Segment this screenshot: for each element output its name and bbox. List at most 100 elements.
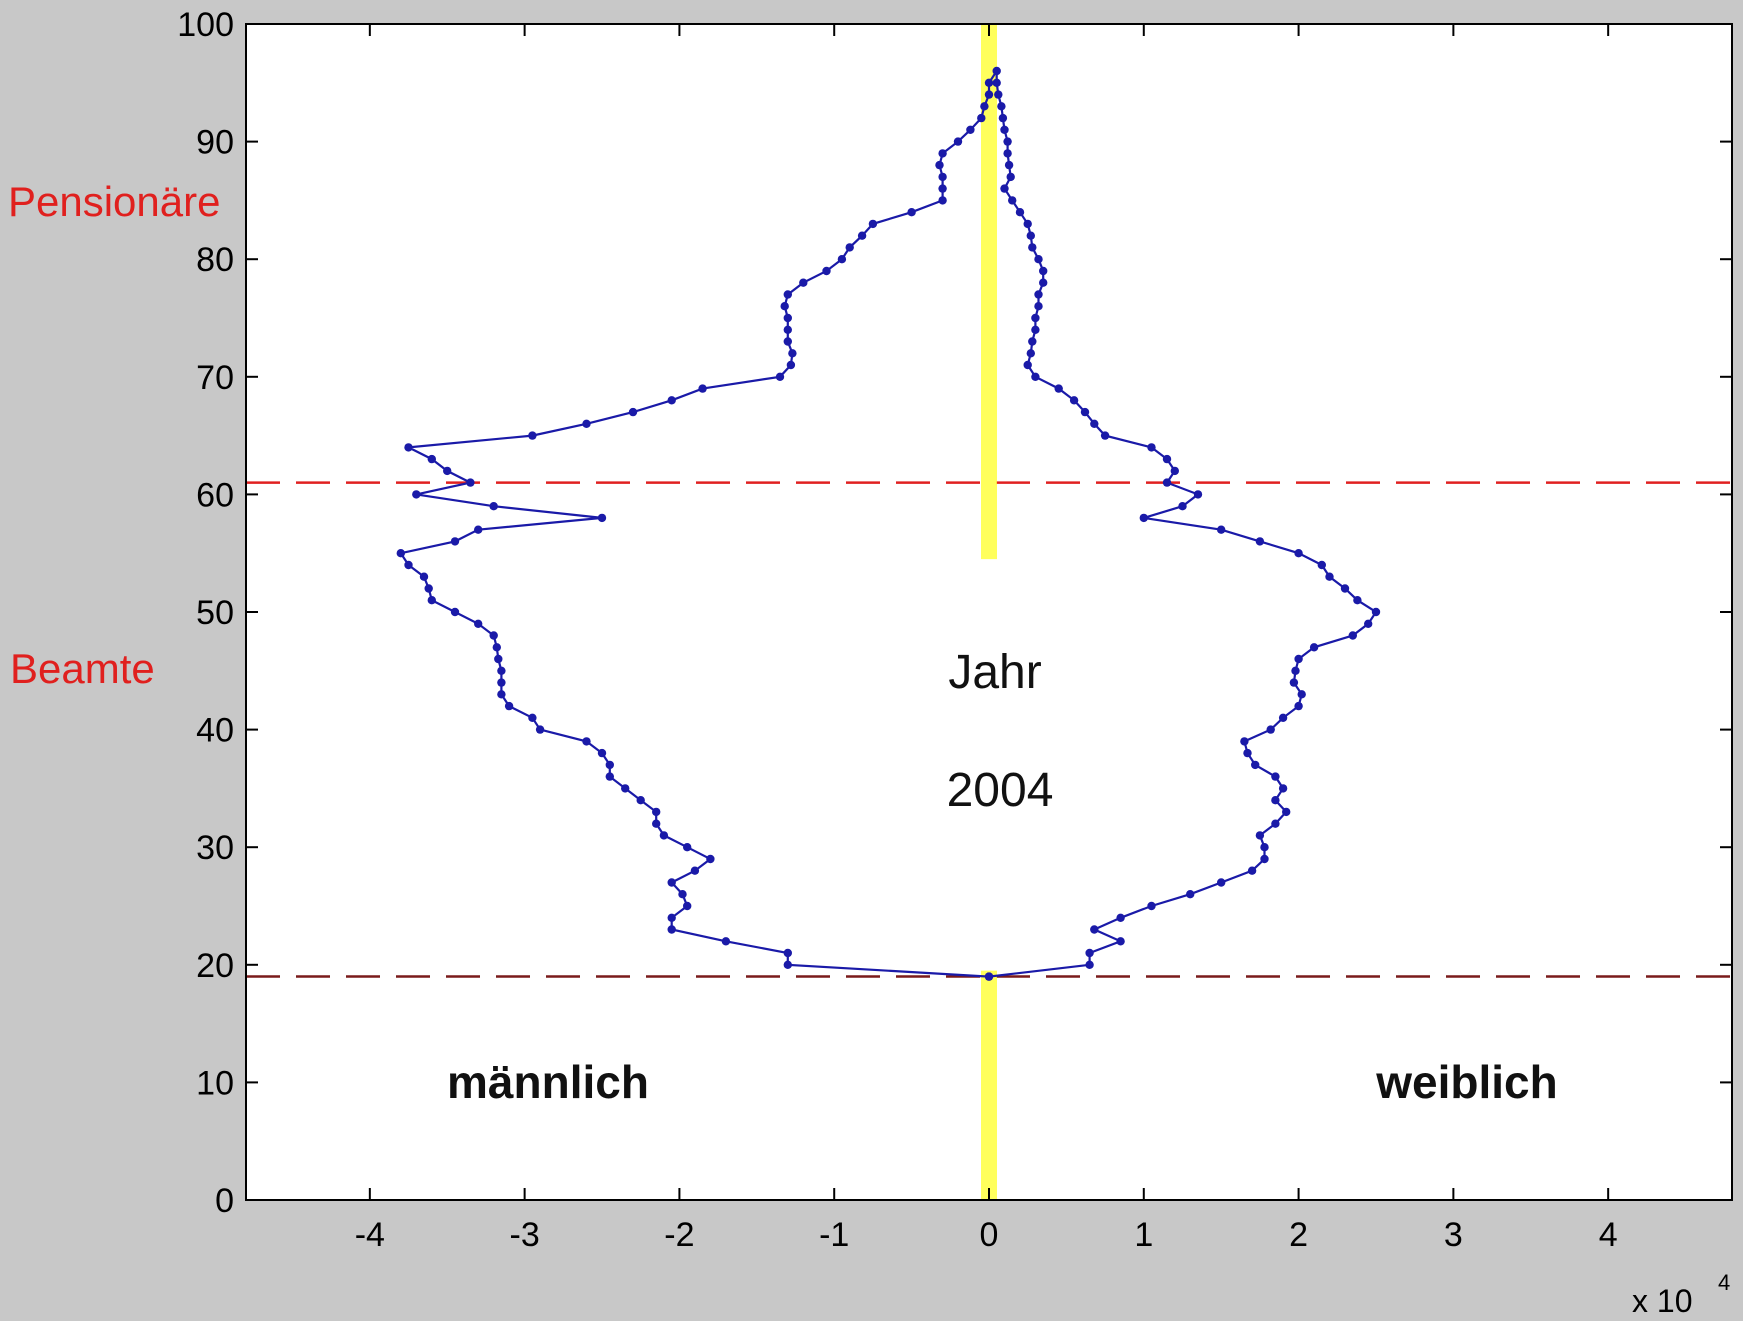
data-point xyxy=(1162,454,1172,464)
data-point xyxy=(683,843,692,852)
data-point xyxy=(868,219,878,229)
axis-ticks xyxy=(246,23,1732,1201)
data-point xyxy=(1340,584,1350,593)
data-point xyxy=(953,137,963,146)
data-point xyxy=(1317,560,1327,570)
data-point xyxy=(1247,866,1257,875)
data-point xyxy=(1039,278,1048,287)
data-point xyxy=(783,290,792,299)
data-point xyxy=(1069,396,1079,405)
data-point xyxy=(706,854,715,864)
data-point xyxy=(938,172,947,182)
data-point xyxy=(528,431,537,440)
annotation-year-value: 2004 xyxy=(947,764,1054,817)
data-point xyxy=(698,384,707,393)
data-point xyxy=(1353,596,1362,605)
y-tick-label: 30 xyxy=(196,829,234,867)
data-point xyxy=(1090,925,1099,934)
data-point xyxy=(1023,219,1032,229)
data-point xyxy=(427,596,436,605)
data-point xyxy=(1080,407,1090,417)
data-point xyxy=(788,349,797,358)
data-point xyxy=(938,184,947,193)
data-point xyxy=(427,454,436,464)
data-point xyxy=(1260,843,1269,852)
data-point xyxy=(1006,172,1015,182)
data-point xyxy=(783,325,792,334)
data-point xyxy=(1294,654,1303,664)
data-point xyxy=(1282,807,1291,817)
data-point xyxy=(783,960,792,969)
data-point xyxy=(1139,513,1149,523)
data-point xyxy=(1309,643,1319,652)
data-point xyxy=(1023,360,1032,370)
data-point xyxy=(474,525,483,534)
data-point xyxy=(621,784,630,793)
data-point xyxy=(1291,666,1300,675)
data-point xyxy=(597,748,607,758)
data-point xyxy=(1294,549,1303,558)
data-point xyxy=(683,901,692,911)
side-label-lower: Beamte xyxy=(10,645,155,692)
data-point xyxy=(582,419,591,428)
data-point xyxy=(659,831,669,840)
data-point xyxy=(1325,572,1334,581)
data-point xyxy=(1116,913,1125,922)
data-point xyxy=(786,360,796,370)
data-point xyxy=(582,737,591,746)
data-point xyxy=(528,713,537,722)
data-point xyxy=(998,113,1008,123)
data-point xyxy=(419,572,429,581)
data-point xyxy=(783,948,792,958)
data-point xyxy=(605,772,614,781)
y-tick-label: 60 xyxy=(196,476,234,514)
data-point xyxy=(535,725,545,734)
data-point xyxy=(1266,725,1275,734)
data-point xyxy=(678,890,687,899)
data-point xyxy=(938,149,947,158)
data-point xyxy=(667,913,676,922)
data-point xyxy=(1170,466,1180,476)
data-point xyxy=(450,607,460,617)
x-tick-label: 3 xyxy=(1444,1216,1463,1254)
data-point xyxy=(1243,748,1252,758)
data-point xyxy=(1162,478,1172,487)
data-point xyxy=(1271,772,1280,781)
data-point xyxy=(652,819,661,828)
x-tick-label: -4 xyxy=(355,1216,385,1254)
data-point xyxy=(780,302,789,311)
data-point xyxy=(1116,937,1125,946)
y-tick-label: 70 xyxy=(196,359,234,397)
data-point xyxy=(1278,713,1288,722)
data-point xyxy=(1251,760,1260,770)
data-point xyxy=(1147,901,1156,911)
data-point xyxy=(667,925,676,934)
data-point xyxy=(424,584,433,593)
data-point xyxy=(1271,819,1280,828)
data-point xyxy=(977,113,986,123)
data-point xyxy=(1085,948,1094,958)
y-tick-label: 90 xyxy=(196,124,234,162)
data-point xyxy=(667,878,676,887)
data-point xyxy=(474,619,483,628)
data-point xyxy=(497,678,506,687)
data-point xyxy=(799,278,808,287)
data-point xyxy=(783,337,792,346)
data-point xyxy=(1085,960,1094,969)
data-point xyxy=(404,560,413,570)
data-point xyxy=(721,937,731,946)
data-point xyxy=(1034,290,1043,299)
data-point xyxy=(1004,160,1014,170)
x-tick-label: -2 xyxy=(664,1216,694,1254)
data-point xyxy=(1260,854,1269,864)
data-point xyxy=(450,537,460,546)
data-point xyxy=(497,666,506,675)
data-point xyxy=(494,654,503,664)
data-point xyxy=(605,760,614,770)
data-point xyxy=(984,90,994,99)
data-point xyxy=(1147,443,1156,452)
data-point xyxy=(1026,231,1036,240)
data-point xyxy=(1294,701,1303,711)
data-point xyxy=(1100,431,1110,440)
data-point xyxy=(935,160,944,170)
